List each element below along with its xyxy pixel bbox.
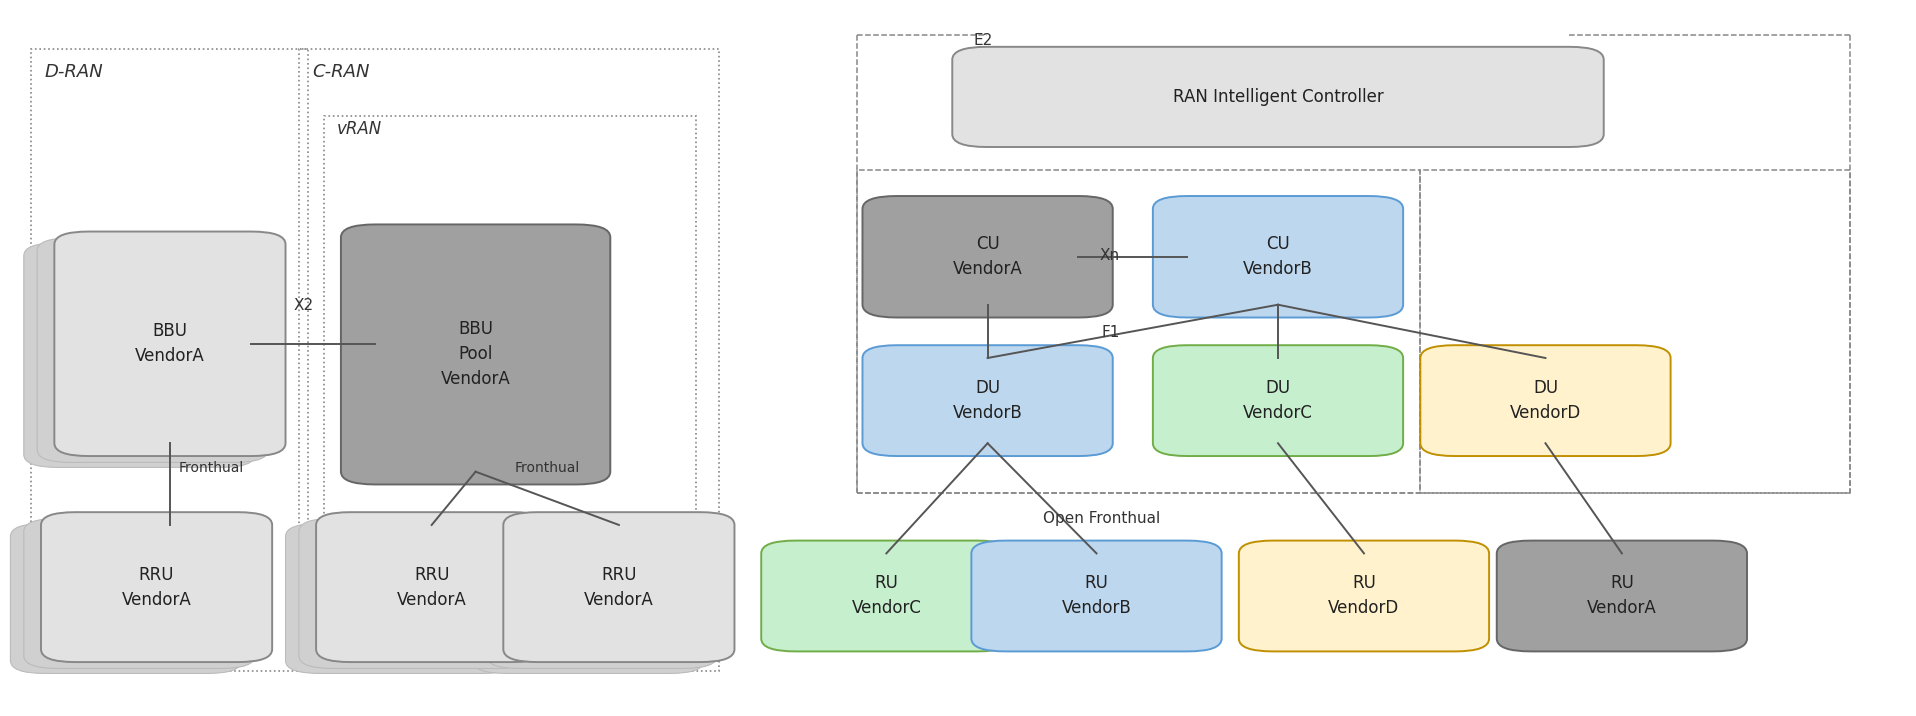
Text: RU
VendorA: RU VendorA [1586,574,1657,617]
FancyBboxPatch shape [1153,196,1403,317]
FancyBboxPatch shape [316,512,548,662]
Text: F1: F1 [1102,324,1119,339]
Text: C-RAN: C-RAN [312,64,370,82]
Text: CU
VendorB: CU VendorB [1243,236,1312,279]
Text: Open Fronthual: Open Fronthual [1042,511,1159,526]
Text: RRU
VendorA: RRU VendorA [397,566,468,609]
Text: DU
VendorD: DU VendorD [1510,379,1581,422]
Text: BBU
VendorA: BBU VendorA [134,322,205,365]
FancyBboxPatch shape [952,47,1604,147]
Text: vRAN: vRAN [337,120,381,138]
Text: RRU
VendorA: RRU VendorA [123,566,192,609]
FancyBboxPatch shape [473,523,703,674]
Text: E2: E2 [973,34,992,49]
Text: D-RAN: D-RAN [44,64,103,82]
Bar [856,170,1420,493]
Text: RU
VendorB: RU VendorB [1061,574,1130,617]
FancyBboxPatch shape [1420,345,1671,456]
FancyBboxPatch shape [1496,541,1747,652]
Bar [324,117,696,628]
Text: RU
VendorC: RU VendorC [851,574,922,617]
FancyBboxPatch shape [761,541,1012,652]
FancyBboxPatch shape [54,231,285,456]
FancyBboxPatch shape [36,238,268,463]
FancyBboxPatch shape [23,243,255,468]
Text: DU
VendorC: DU VendorC [1243,379,1312,422]
Text: Fronthual: Fronthual [515,460,581,475]
Text: Xn: Xn [1100,248,1119,263]
FancyBboxPatch shape [487,518,717,669]
FancyBboxPatch shape [862,196,1113,317]
Bar [31,49,308,671]
Text: RAN Intelligent Controller: RAN Intelligent Controller [1173,88,1383,106]
Text: RU
VendorD: RU VendorD [1328,574,1399,617]
FancyBboxPatch shape [299,518,531,669]
Bar [299,49,718,671]
FancyBboxPatch shape [10,523,241,674]
FancyBboxPatch shape [40,512,272,662]
Text: CU
VendorA: CU VendorA [952,236,1023,279]
Text: Fronthual: Fronthual [178,460,243,475]
Text: X2: X2 [293,298,314,313]
FancyBboxPatch shape [1240,541,1489,652]
FancyBboxPatch shape [285,523,517,674]
FancyBboxPatch shape [971,541,1222,652]
FancyBboxPatch shape [341,224,611,485]
Text: RRU
VendorA: RRU VendorA [584,566,653,609]
Text: DU
VendorB: DU VendorB [952,379,1023,422]
Bar [1420,170,1851,493]
FancyBboxPatch shape [862,345,1113,456]
Text: BBU
Pool
VendorA: BBU Pool VendorA [441,321,510,389]
FancyBboxPatch shape [504,512,734,662]
FancyBboxPatch shape [1153,345,1403,456]
FancyBboxPatch shape [23,518,255,669]
